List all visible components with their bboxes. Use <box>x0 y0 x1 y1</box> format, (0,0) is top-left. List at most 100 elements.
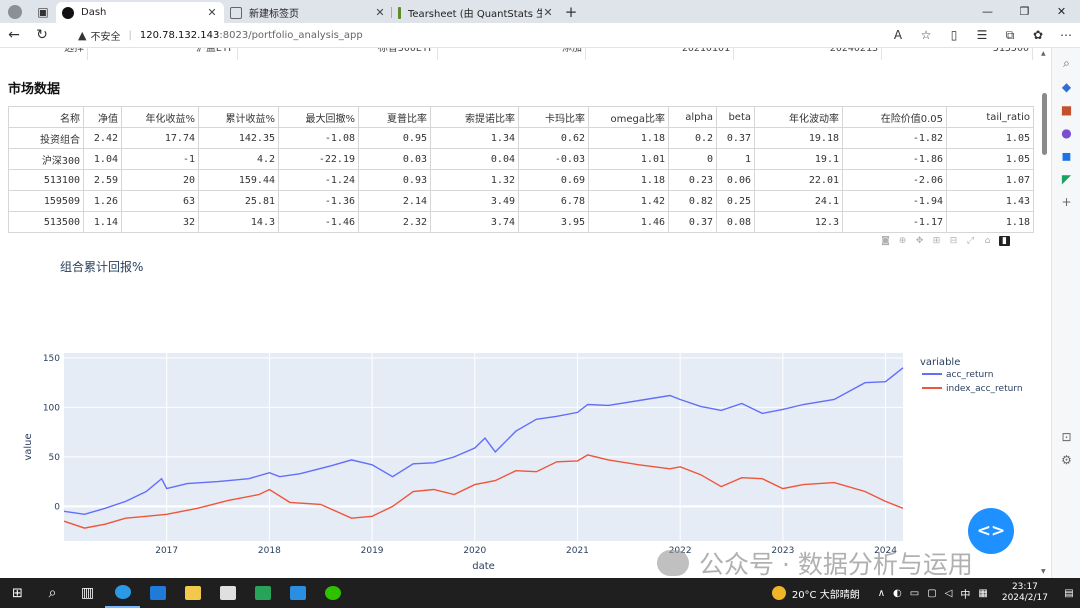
x-tick-label: 2017 <box>155 546 178 556</box>
back-icon[interactable]: ← <box>8 27 20 43</box>
divider: | <box>128 29 132 41</box>
table-cell: 32 <box>121 211 199 233</box>
screenshot-icon[interactable]: ⊡ <box>1061 429 1072 444</box>
zoom-icon[interactable]: ⊕ <box>898 236 907 246</box>
camera-icon[interactable]: ◙ <box>881 236 890 246</box>
collections-icon[interactable]: ⧉ <box>1005 27 1015 42</box>
column-header: alpha <box>668 106 717 128</box>
tab-actions-icon[interactable]: ▣ <box>37 4 49 19</box>
table-cell: -0.03 <box>518 148 589 170</box>
table-row: 159509 1.26 63 25.81 -1.36 2.14 3.49 6.78 1.42 0.… <box>8 190 1034 212</box>
code-toggle-button[interactable]: <> <box>968 508 1014 554</box>
minimize-icon[interactable]: — <box>982 5 993 18</box>
close-icon[interactable]: ✕ <box>543 6 553 19</box>
wechat-app-icon[interactable] <box>315 578 350 608</box>
tab-dash[interactable]: Dash ✕ <box>56 2 224 23</box>
tab-new-tab[interactable]: 新建标签页 ✕ <box>224 2 392 23</box>
url-host: 120.78.132.143 <box>139 29 220 41</box>
outlook-icon[interactable]: ◼ <box>1061 148 1072 163</box>
cell: 20210101 <box>586 48 734 60</box>
clock[interactable]: 23:17 2024/2/17 <box>1002 582 1048 604</box>
volume-icon[interactable]: ◁ <box>944 587 953 599</box>
warning-icon: ▲ <box>78 28 87 42</box>
zoom-out-icon[interactable]: ⊟ <box>949 236 958 246</box>
y-tick-label: 0 <box>54 502 60 512</box>
column-header: beta <box>716 106 755 128</box>
page-scrollbar[interactable]: ▲ ▼ <box>1040 48 1050 578</box>
terminal-icon[interactable] <box>245 578 280 608</box>
table-cell: 1.18 <box>588 127 669 149</box>
x-tick-label: 2020 <box>463 546 486 556</box>
restore-icon[interactable]: ❐ <box>1019 5 1030 18</box>
table-row: 投资组合 2.42 17.74 142.35 -1.08 0.95 1.34 0.62 1.18… <box>8 127 1034 149</box>
row-name-cell: 沪深300 <box>8 148 84 170</box>
plotly-logo-icon[interactable]: ▮ <box>999 236 1010 246</box>
y-tick-label: 50 <box>49 453 61 463</box>
split-screen-icon[interactable]: ▯ <box>950 28 958 42</box>
plot-area <box>64 353 903 541</box>
task-view-icon[interactable]: ▥ <box>80 585 95 601</box>
drop-icon[interactable]: ◤ <box>1061 171 1072 186</box>
vscode-icon[interactable] <box>280 578 315 608</box>
table-cell: -2.06 <box>842 169 947 191</box>
table-cell: 12.3 <box>754 211 843 233</box>
autoscale-icon[interactable]: ⤢ <box>966 236 975 246</box>
tab-title: Dash <box>81 7 107 18</box>
profile-button[interactable] <box>0 0 30 23</box>
table-cell: 25.81 <box>198 190 279 212</box>
pan-icon[interactable]: ✥ <box>915 236 924 246</box>
briefcase-icon[interactable]: ■ <box>1060 102 1073 117</box>
scroll-up-icon[interactable]: ▲ <box>1041 50 1046 57</box>
close-icon[interactable]: ✕ <box>375 6 385 19</box>
display-icon[interactable]: ▢ <box>927 587 937 599</box>
table-cell: 2.42 <box>83 127 122 149</box>
wechat-icon <box>657 550 689 576</box>
tag-icon[interactable]: ◆ <box>1061 79 1072 94</box>
file-explorer-icon[interactable] <box>175 578 210 608</box>
reload-icon[interactable]: ↻ <box>36 27 48 43</box>
notification-icon[interactable]: ▤ <box>1064 587 1074 599</box>
home-icon[interactable]: ⌂ <box>984 236 991 246</box>
read-aloud-icon[interactable]: A <box>893 28 903 42</box>
scroll-thumb[interactable] <box>1042 93 1047 155</box>
input-method[interactable]: 中 <box>960 589 971 601</box>
add-icon[interactable]: + <box>1061 194 1072 209</box>
edge-browser-icon[interactable] <box>105 578 140 608</box>
store-icon[interactable] <box>210 578 245 608</box>
settings-icon[interactable]: ⚙ <box>1061 452 1072 467</box>
close-icon[interactable]: ✕ <box>207 6 217 19</box>
table-cell: 0.37 <box>668 211 717 233</box>
favorites-icon[interactable]: ☰ <box>976 28 988 42</box>
scroll-down-icon[interactable]: ▼ <box>1041 568 1046 575</box>
zoom-in-icon[interactable]: ⊞ <box>932 236 941 246</box>
watermark: 公众号 · 数据分析与运用 <box>657 545 973 578</box>
office-icon[interactable]: ● <box>1061 125 1072 140</box>
search-icon[interactable]: ⌕ <box>1063 56 1070 70</box>
new-tab-button[interactable]: + <box>564 2 578 21</box>
extension-icon[interactable]: ✿ <box>1032 28 1044 42</box>
tab-strip: ▣ Dash ✕ 新建标签页 ✕ Tearsheet (由 QuantStats… <box>0 0 1080 23</box>
url-field[interactable]: ▲ 不安全 | 120.78.132.143 :8023/portfolio_a… <box>78 23 363 48</box>
table-cell: -1.82 <box>842 127 947 149</box>
tab-tearsheet[interactable]: Tearsheet (由 QuantStats 生成) ✕ <box>392 2 560 23</box>
column-header: 年化波动率 <box>754 106 843 128</box>
search-icon[interactable]: ⌕ <box>48 585 57 601</box>
weather-widget[interactable]: 20°C 大部晴朗 <box>771 586 860 601</box>
table-cell: 0.06 <box>716 169 755 191</box>
ime-icon[interactable]: ▦ <box>978 587 988 599</box>
toolbar-right: A ☆ ▯ ☰ ⧉ ✿ ⋯ <box>884 23 1080 48</box>
table-cell: 20 <box>121 169 199 191</box>
close-window-icon[interactable]: ✕ <box>1056 5 1067 18</box>
table-cell: 0.03 <box>358 148 431 170</box>
mail-icon[interactable] <box>140 578 175 608</box>
cumulative-return-chart[interactable]: 0501001502017201820192020202120222023202… <box>0 273 1040 578</box>
wechat-tray-icon[interactable]: ◐ <box>893 587 902 599</box>
favorite-star-icon[interactable]: ☆ <box>920 28 932 42</box>
chevron-up-icon[interactable]: ∧ <box>877 587 886 599</box>
system-tray: 20°C 大部晴朗 ∧ ◐ ▭ ▢ ◁ 中 ▦ 23:17 2024/2/17 ▤ <box>771 578 1080 608</box>
network-icon[interactable]: ▭ <box>909 587 920 599</box>
start-icon[interactable]: ⊞ <box>12 585 23 601</box>
more-icon[interactable]: ⋯ <box>1060 28 1072 42</box>
table-cell: 6.78 <box>518 190 589 212</box>
market-data-table: 名称 净值 年化收益% 累计收益% 最大回撤% 夏普比率 索提诺比率 卡玛比率 … <box>8 106 1034 233</box>
